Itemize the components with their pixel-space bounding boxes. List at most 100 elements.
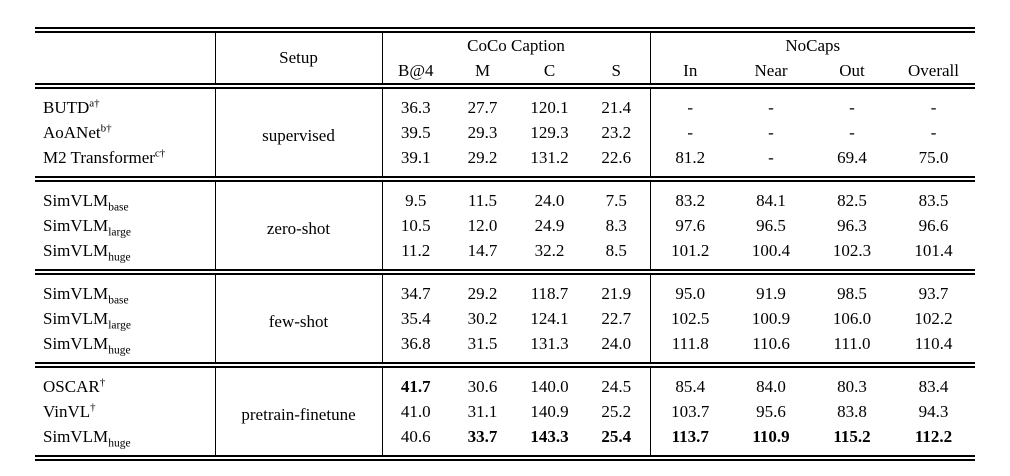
metric-cell: 8.3: [605, 215, 627, 235]
setup-header: Setup: [214, 27, 382, 89]
coco-caption-header: CoCo Caption: [381, 27, 651, 58]
setup-cell: few-shot: [214, 272, 382, 368]
model-cell: OSCAR†: [35, 365, 215, 399]
model-cell: AoANetb†: [35, 120, 215, 145]
model-name: SimVLM: [43, 283, 109, 303]
model-cell: SimVLMlarge: [35, 306, 215, 331]
model-cell: SimVLMhuge: [35, 331, 215, 368]
table-row: M2 Transformerc† 39.1 29.2 131.2 22.6 81…: [35, 145, 976, 182]
table-row: SimVLMbase zero-shot 9.5 11.5 24.0 7.5 8…: [35, 179, 975, 275]
metric-cell: -: [768, 122, 774, 142]
table-row: OSCAR† pretrain-finetune 41.7 30.6 140.0…: [35, 365, 975, 461]
model-name: BUTD: [43, 97, 90, 117]
model-sub: huge: [108, 437, 131, 450]
metric-cell: 83.2: [649, 179, 731, 213]
metric-cell: 100.4: [730, 238, 813, 275]
model-sup: b†: [100, 122, 112, 135]
model-name: VinVL: [43, 401, 91, 421]
metric-cell: 75.0: [892, 145, 976, 182]
metric-cell: -: [649, 86, 731, 120]
metric-cell: 83.4: [918, 376, 949, 396]
metric-cell: 95.6: [756, 401, 786, 421]
metric-cell: 40.6: [381, 424, 449, 461]
metric-cell: -: [768, 97, 774, 117]
metric-cell: 131.3: [516, 331, 583, 368]
metric-cell: -: [849, 97, 855, 117]
metric-cell: 24.0: [534, 190, 565, 210]
metric-cell: 11.2: [381, 238, 449, 275]
model-sup: †: [90, 401, 96, 414]
metric-cell: 25.4: [583, 424, 651, 461]
metric-cell: 11.5: [467, 190, 498, 210]
metric-cell: 24.0: [583, 331, 651, 368]
results-table: Setup CoCo Caption NoCaps B@4 M C S In N…: [35, 27, 976, 461]
model-cell: SimVLMbase: [35, 179, 215, 213]
model-name: OSCAR: [43, 376, 100, 396]
model-sub: huge: [108, 344, 131, 357]
model-sub: large: [108, 319, 131, 332]
metric-cell: 30.6: [467, 376, 498, 396]
metric-cell: 8.5: [583, 238, 651, 275]
metric-cell: 39.1: [381, 145, 449, 182]
metric-cell: 120.1: [530, 97, 569, 117]
metric-cell: 36.3: [381, 86, 449, 120]
model-cell: VinVL†: [35, 399, 215, 424]
metric-cell: 102.3: [812, 238, 893, 275]
metric-cell: 93.7: [918, 283, 949, 303]
metric-cell: -: [930, 97, 937, 117]
model-sub: base: [108, 294, 129, 307]
metric-cell: 110.6: [730, 331, 813, 368]
model-sub: huge: [108, 251, 131, 264]
metric-cell: 25.2: [601, 401, 632, 421]
metric-cell: 140.0: [530, 376, 569, 396]
metric-cell: 124.1: [530, 308, 569, 328]
metric-cell: 111.8: [649, 331, 731, 368]
metric-cell: 27.7: [467, 97, 498, 117]
metric-cell: 82.5: [837, 190, 867, 210]
metric-cell: 106.0: [832, 308, 872, 328]
metric-cell: 110.9: [730, 424, 813, 461]
col-header-overall: Overall: [892, 58, 976, 89]
metric-cell: -: [849, 122, 855, 142]
model-name: SimVLM: [43, 308, 109, 328]
model-cell: M2 Transformerc†: [35, 145, 215, 182]
nocaps-header: NoCaps: [649, 27, 976, 58]
metric-cell: 24.9: [534, 215, 565, 235]
metric-cell: 96.5: [756, 215, 786, 235]
metric-cell: 91.9: [756, 283, 786, 303]
model-cell: SimVLMhuge: [35, 424, 215, 461]
model-sup: c†: [154, 147, 166, 160]
metric-cell: 32.2: [516, 238, 583, 275]
model-name: SimVLM: [43, 426, 109, 446]
table-row: SimVLMhuge 11.2 14.7 32.2 8.5 101.2 100.…: [35, 238, 976, 275]
col-header-near: Near: [730, 58, 813, 89]
metric-cell: 23.2: [601, 122, 632, 142]
metric-cell: 80.3: [837, 376, 867, 396]
metric-cell: 85.4: [649, 365, 731, 399]
setup-cell: supervised: [214, 86, 382, 182]
metric-cell: 9.5: [381, 179, 449, 213]
metric-cell: 84.0: [756, 376, 786, 396]
model-name: SimVLM: [43, 240, 109, 260]
metric-cell: 7.5: [605, 190, 627, 210]
model-sup: a†: [89, 97, 100, 110]
metric-cell: 14.7: [449, 238, 516, 275]
table-row: AoANetb† 39.5 29.3 129.3 23.2 - - - -: [35, 120, 975, 145]
corner-cell: [35, 27, 215, 89]
metric-cell: -: [649, 120, 731, 145]
metric-cell: 35.4: [381, 306, 449, 331]
table-row: SimVLMbase few-shot 34.7 29.2 118.7 21.9…: [35, 272, 975, 368]
metric-cell: 118.7: [530, 283, 569, 303]
metric-cell: 36.8: [381, 331, 449, 368]
metric-cell: 143.3: [516, 424, 583, 461]
metric-cell: 22.7: [601, 308, 632, 328]
metric-cell: 98.5: [837, 283, 867, 303]
metric-cell: 83.5: [918, 190, 949, 210]
metric-cell: 96.6: [918, 215, 949, 235]
model-name: M2 Transformer: [43, 147, 155, 167]
header-row-metrics: B@4 M C S In Near Out Overall: [35, 58, 976, 89]
model-cell: SimVLMhuge: [35, 238, 215, 275]
metric-cell: 115.2: [812, 424, 893, 461]
metric-cell: 103.7: [649, 399, 731, 424]
setup-cell: zero-shot: [214, 179, 382, 275]
